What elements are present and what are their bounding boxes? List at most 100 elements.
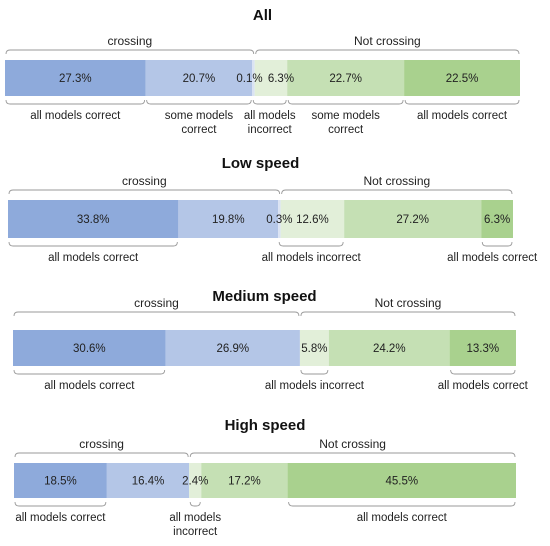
segment-label: 24.2% xyxy=(373,343,406,355)
group-label: crossing xyxy=(79,437,124,451)
segment-label: 30.6% xyxy=(73,343,106,355)
segment-label: 18.5% xyxy=(44,476,77,488)
category-label: all models incorrect xyxy=(262,252,362,264)
category-brace xyxy=(288,501,516,507)
segment-label: 17.2% xyxy=(228,476,261,488)
group-label: Not crossing xyxy=(319,437,386,451)
segment-label: 5.8% xyxy=(301,343,327,355)
category-label: all models correct xyxy=(15,512,106,524)
segment-label: 27.2% xyxy=(396,214,429,226)
segment-label: 12.6% xyxy=(296,214,329,226)
group-brace xyxy=(255,49,520,55)
segment-label: 45.5% xyxy=(385,476,418,488)
segment-label: 6.3% xyxy=(268,73,294,85)
segment-label: 22.7% xyxy=(329,73,362,85)
group-label: crossing xyxy=(108,34,153,48)
category-brace xyxy=(287,99,404,105)
group-brace xyxy=(189,452,516,458)
group-brace xyxy=(14,452,189,458)
bar-segment xyxy=(189,463,202,498)
segment-label: 33.8% xyxy=(77,214,110,226)
category-brace xyxy=(300,369,329,375)
panel-0: All 27.3% 20.7% 0.1% 6.3% 22.7% 22.5% crossing N… xyxy=(5,7,520,136)
panel-3: High speed 18.5% 16.4% 2.4% 17.2% 45.5% crossi… xyxy=(14,417,516,538)
segment-label: 27.3% xyxy=(59,73,92,85)
category-brace xyxy=(5,99,146,105)
segment-label: 13.3% xyxy=(467,343,500,355)
category-brace xyxy=(8,241,178,247)
panel-title: High speed xyxy=(225,417,306,434)
bar-segment xyxy=(14,463,107,498)
bar-segment xyxy=(165,330,300,366)
group-brace xyxy=(5,49,255,55)
bar-segment xyxy=(201,463,288,498)
category-brace xyxy=(14,501,107,507)
category-brace xyxy=(146,99,252,105)
segment-label: 22.5% xyxy=(446,73,479,85)
bar-segment xyxy=(5,60,146,96)
bar-segment xyxy=(481,200,513,238)
category-brace xyxy=(13,369,166,375)
category-label: incorrect xyxy=(248,124,293,136)
segment-label: 20.7% xyxy=(183,73,216,85)
bar-segment xyxy=(287,60,405,96)
category-label: all models xyxy=(169,512,221,524)
bar-segment xyxy=(8,200,179,238)
segment-label: 6.3% xyxy=(484,214,510,226)
segment-label: 2.4% xyxy=(182,476,208,488)
group-label: crossing xyxy=(134,296,179,310)
segment-label: 0.3% xyxy=(266,214,292,226)
category-label: all models xyxy=(244,110,296,122)
category-label: all models correct xyxy=(417,110,508,122)
bar-segment xyxy=(287,463,516,498)
bar-segment xyxy=(13,330,166,366)
group-label: Not crossing xyxy=(363,174,430,188)
category-brace xyxy=(278,241,344,247)
panel-title: All xyxy=(253,7,272,24)
segment-label: 0.1% xyxy=(236,73,262,85)
bar-segment xyxy=(404,60,520,96)
bar-segment xyxy=(106,463,190,498)
bar-segment xyxy=(449,330,516,366)
panel-title: Medium speed xyxy=(212,288,316,305)
category-brace xyxy=(481,241,513,247)
category-brace xyxy=(252,99,287,105)
bar-segment xyxy=(178,200,279,238)
group-brace xyxy=(281,189,513,195)
bar-segment xyxy=(254,60,288,96)
bar-segment xyxy=(344,200,482,238)
group-label: crossing xyxy=(122,174,167,188)
segment-label: 26.9% xyxy=(217,343,250,355)
bar-segment xyxy=(299,330,329,366)
category-label: all models incorrect xyxy=(265,380,365,392)
group-brace xyxy=(13,311,300,317)
category-label: all models correct xyxy=(357,512,448,524)
group-brace xyxy=(300,311,516,317)
category-label: all models correct xyxy=(447,252,538,264)
category-brace xyxy=(189,501,201,507)
category-label: all models correct xyxy=(30,110,121,122)
category-label: all models correct xyxy=(438,380,529,392)
category-label: some models xyxy=(165,110,234,122)
segment-label: 16.4% xyxy=(132,476,165,488)
panel-2: Medium speed 30.6% 26.9% 5.8% 24.2% 13.3% cros… xyxy=(13,288,529,392)
bar-segment xyxy=(145,60,253,96)
category-label: correct xyxy=(181,124,217,136)
category-label: all models correct xyxy=(44,380,135,392)
category-label: some models xyxy=(311,110,380,122)
group-brace xyxy=(8,189,281,195)
category-label: incorrect xyxy=(173,526,218,538)
group-label: Not crossing xyxy=(375,296,442,310)
category-brace xyxy=(450,369,516,375)
category-label: correct xyxy=(328,124,364,136)
category-brace xyxy=(404,99,520,105)
panel-1: Low speed 33.8% 19.8% 0.3% 12.6% 27.2% 6.3% cro… xyxy=(8,155,538,264)
panel-title: Low speed xyxy=(222,155,300,172)
group-label: Not crossing xyxy=(354,34,421,48)
bar-segment xyxy=(328,330,450,366)
category-label: all models correct xyxy=(48,252,139,264)
bar-segment xyxy=(252,60,255,96)
bar-segment xyxy=(280,200,345,238)
